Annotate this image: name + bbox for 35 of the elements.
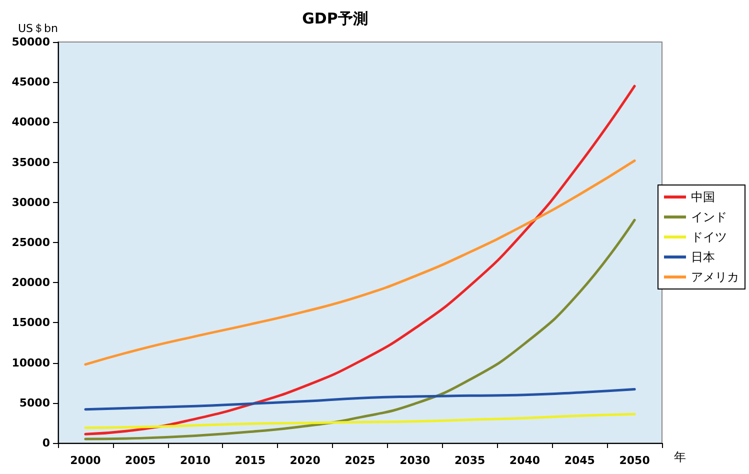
x-tick-label: 2050 [619,454,650,467]
x-tick-label: 2020 [290,454,321,467]
line-series [84,159,636,366]
line-series [84,218,636,440]
legend-label: 中国 [691,190,715,204]
y-tick-label: 0 [42,436,50,450]
x-tick-label: 2045 [564,454,595,467]
x-tick-label: 2000 [70,454,102,467]
y-axis-title: US＄bn [18,22,58,35]
x-tick-label: 2040 [509,454,540,467]
line-series [84,412,636,430]
legend-label: 日本 [691,250,715,264]
y-tick-label: 10000 [12,356,50,370]
chart-title: GDP予測 [302,10,368,28]
y-tick-label: 35000 [12,156,50,169]
y-tick-label: 20000 [12,276,50,290]
y-tick-label: 50000 [12,36,50,48]
legend-label: アメリカ [691,270,739,284]
y-tick-label: 45000 [12,76,50,89]
legend-label: インド [691,210,727,224]
y-tick-label: 5000 [19,396,50,410]
x-tick-label: 2015 [234,454,266,467]
line-series [84,388,636,411]
y-tick-label: 40000 [12,116,50,129]
legend-label: ドイツ [691,230,727,244]
x-tick-label: 2025 [344,454,376,467]
x-axis-title: 年 [674,450,686,464]
y-tick-label: 15000 [12,316,50,330]
y-tick-label: 30000 [12,196,50,209]
line-series [84,84,636,436]
x-tick-label: 2005 [125,454,156,467]
x-tick-label: 2030 [400,454,431,467]
x-tick-label: 2035 [454,454,486,467]
x-tick-label: 2010 [180,454,211,467]
y-tick-label: 25000 [12,236,50,249]
